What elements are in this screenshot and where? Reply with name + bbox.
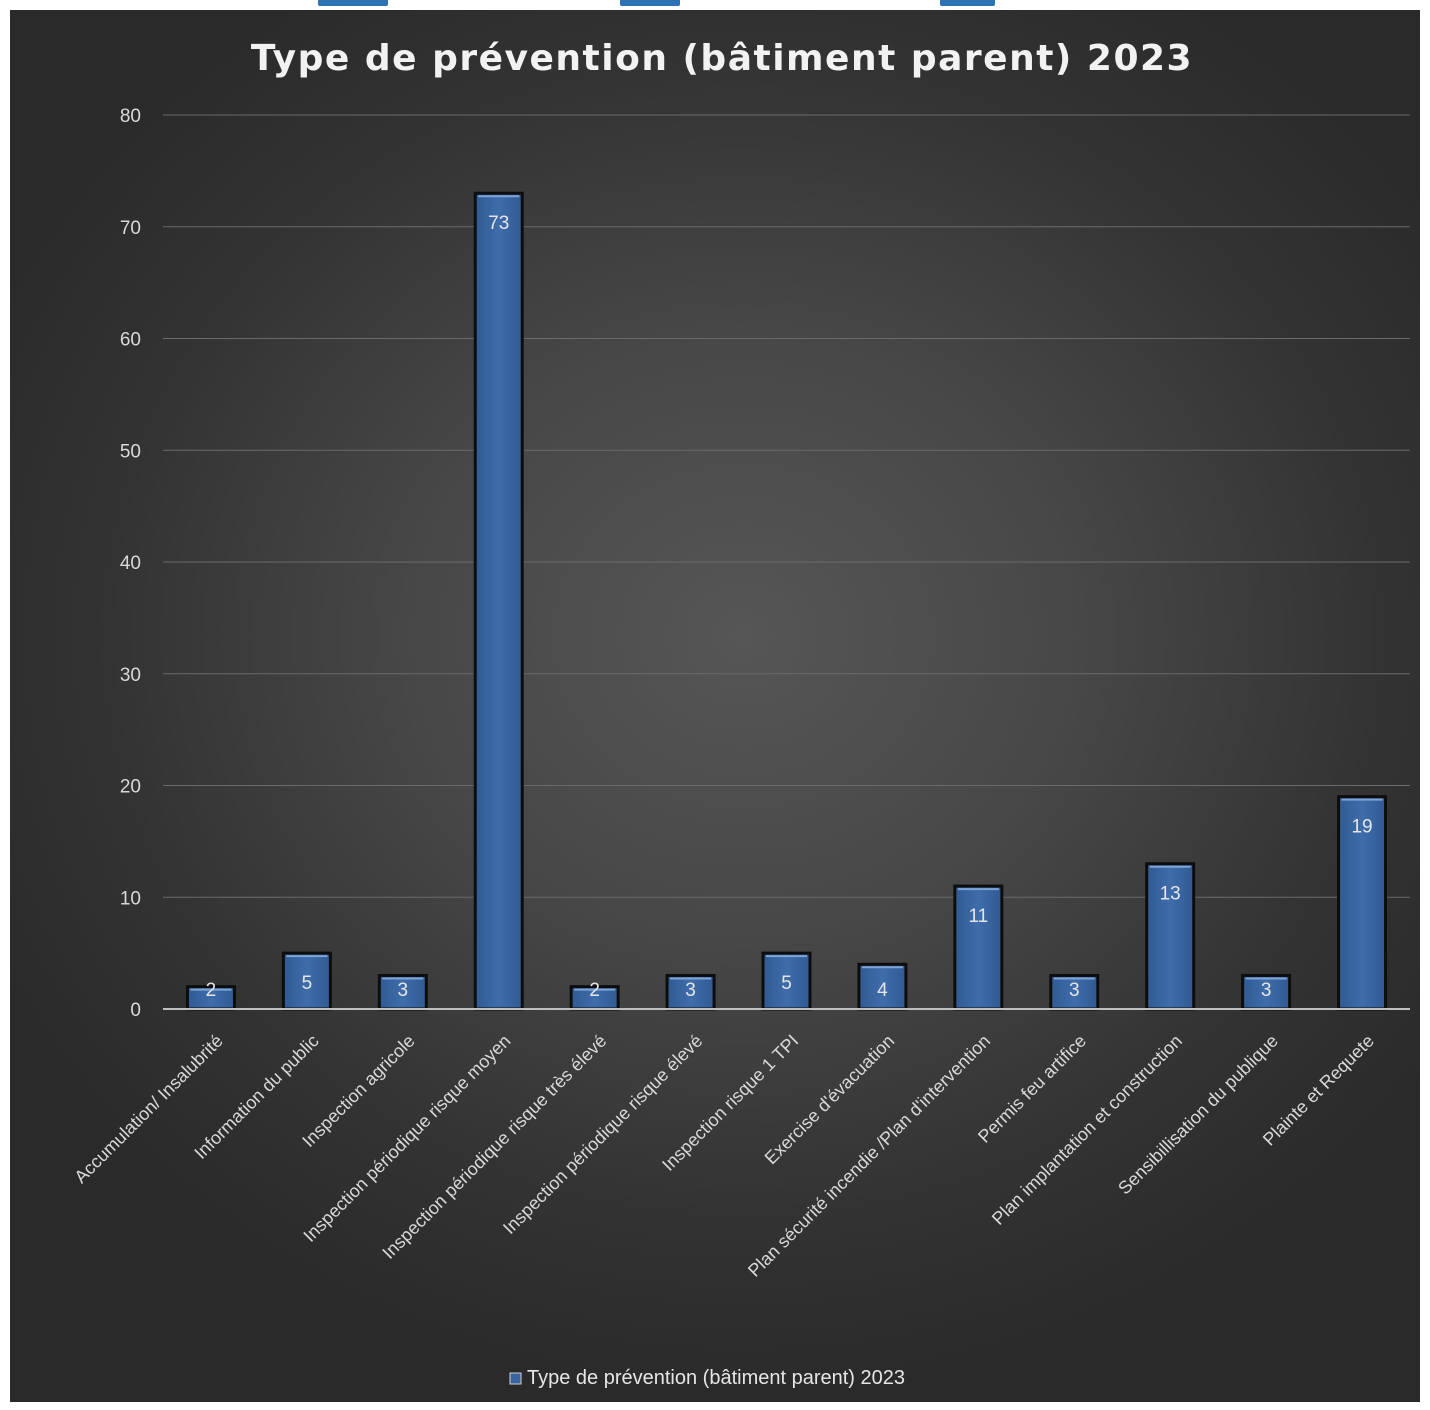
data-label: 73	[488, 213, 509, 234]
y-tick-label: 40	[120, 553, 141, 574]
y-tick-label: 30	[120, 665, 141, 686]
bar-chart: Type de prévention (bâtiment parent) 202…	[70, 38, 1410, 1389]
x-tick-label: Sensibillisation du publique	[1114, 1031, 1282, 1199]
x-tick-label: Accumulation/ Insalubrité	[70, 1031, 226, 1187]
y-axis-tick-labels: 0 10 20 30 40 50 60 70 80	[120, 106, 141, 1021]
bar	[473, 191, 524, 1011]
bar	[281, 951, 332, 1011]
data-label: 5	[781, 973, 792, 994]
y-tick-label: 70	[120, 218, 141, 239]
bars	[185, 191, 1388, 1011]
y-tick-label: 10	[120, 888, 141, 909]
y-tick-label: 80	[120, 106, 141, 127]
legend-label: Type de prévention (bâtiment parent) 202…	[527, 1367, 905, 1389]
x-tick-label: Inspection périodique risque moyen	[299, 1031, 514, 1246]
data-label: 4	[877, 980, 888, 1001]
y-tick-label: 50	[120, 441, 141, 462]
x-tick-label: Plan implantation et construction	[988, 1031, 1186, 1229]
chart-title: Type de prévention (bâtiment parent) 202…	[251, 38, 1193, 79]
x-tick-label: Inspection périodique risque élevé	[499, 1031, 706, 1238]
legend: Type de prévention (bâtiment parent) 202…	[509, 1367, 905, 1389]
data-label: 3	[1069, 980, 1080, 1001]
data-label: 2	[589, 980, 600, 1001]
bar	[953, 884, 1004, 1011]
bar	[857, 962, 908, 1011]
page-header-strip	[0, 0, 1430, 10]
bar	[665, 973, 716, 1011]
data-label: 13	[1160, 884, 1181, 905]
data-label: 11	[968, 906, 988, 927]
y-tick-label: 60	[120, 330, 141, 351]
data-label: 19	[1351, 817, 1372, 838]
data-labels: 2 5 3 73 2 3 5 4 11 3 13 3 19	[206, 213, 1373, 1001]
data-label: 3	[685, 980, 696, 1001]
data-label: 2	[206, 980, 217, 1001]
chart-area: Type de prévention (bâtiment parent) 202…	[10, 10, 1420, 1402]
bar	[1145, 862, 1196, 1011]
bar	[1049, 973, 1100, 1011]
legend-swatch	[509, 1372, 522, 1385]
y-tick-label: 20	[120, 777, 141, 798]
gridlines	[163, 114, 1410, 898]
y-tick-label: 0	[130, 1000, 141, 1021]
data-label: 3	[1261, 980, 1272, 1001]
data-label: 3	[398, 980, 409, 1001]
data-label: 5	[302, 973, 313, 994]
